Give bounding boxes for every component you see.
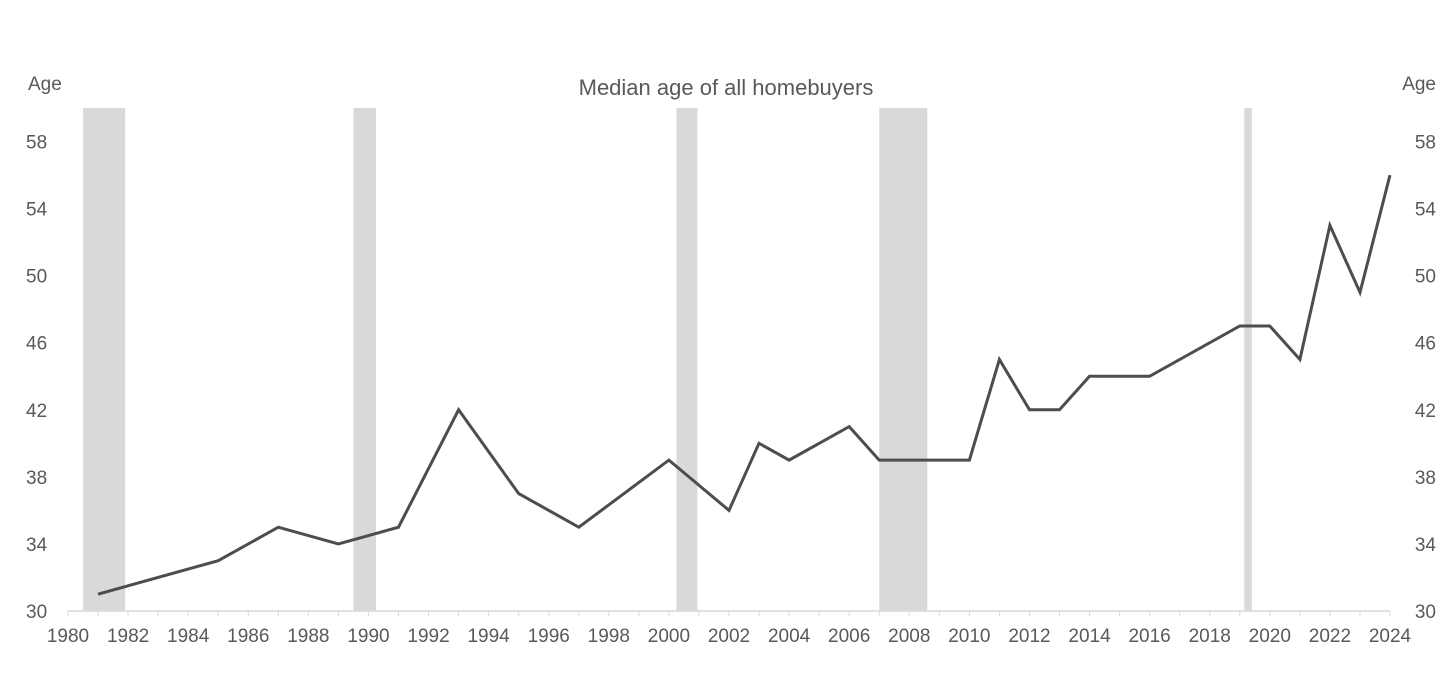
x-tick-label: 1982 (107, 626, 149, 647)
x-tick-label: 1984 (167, 626, 210, 647)
x-tick-label: 2000 (648, 626, 690, 647)
recession-band (1244, 108, 1252, 611)
x-tick-label: 2002 (708, 626, 750, 647)
y-tick-label-left: 30 (26, 602, 47, 623)
y-axis-label-left: Age (28, 74, 62, 95)
x-tick-label: 2010 (948, 626, 990, 647)
y-tick-label-right: 42 (1415, 401, 1436, 422)
x-tick-label: 1986 (227, 626, 269, 647)
y-tick-label-right: 46 (1415, 334, 1436, 355)
recession-bands (83, 108, 1252, 611)
recession-band (676, 108, 698, 611)
x-tick-label: 2004 (768, 626, 811, 647)
x-tick-label: 1980 (47, 626, 89, 647)
y-tick-label-left: 58 (26, 133, 47, 154)
y-tick-label-left: 50 (26, 267, 47, 288)
y-tick-label-left: 42 (26, 401, 47, 422)
recession-band (83, 108, 126, 611)
x-tick-label: 1998 (588, 626, 630, 647)
y-tick-label-left: 34 (26, 535, 48, 556)
y-tick-label-left: 54 (26, 200, 48, 221)
x-tick-label: 2006 (828, 626, 870, 647)
x-tick-label: 1988 (287, 626, 329, 647)
chart-title: Median age of all homebuyers (579, 75, 874, 100)
x-tick-label: 2012 (1008, 626, 1050, 647)
x-tick-label: 1992 (407, 626, 449, 647)
x-tick-label: 2022 (1309, 626, 1351, 647)
y-tick-label-left: 46 (26, 334, 47, 355)
x-tick-label: 2008 (888, 626, 930, 647)
x-tick-label: 2018 (1189, 626, 1231, 647)
y-tick-labels-right: 30 34 38 42 46 50 54 58 (1415, 133, 1437, 623)
series (97, 174, 1392, 596)
y-tick-label-right: 34 (1415, 535, 1437, 556)
y-tick-label-right: 30 (1415, 602, 1436, 623)
y-tick-label-left: 38 (26, 468, 47, 489)
y-tick-labels-left: 30 34 38 42 46 50 54 58 (26, 133, 48, 623)
x-tick-label: 2016 (1128, 626, 1170, 647)
x-tick-label: 1990 (347, 626, 389, 647)
x-tick-label: 1994 (467, 626, 510, 647)
y-axis-label-right: Age (1402, 74, 1436, 95)
y-tick-label-right: 50 (1415, 267, 1436, 288)
series-line (97, 174, 1392, 596)
x-tick-label: 2014 (1068, 626, 1111, 647)
recession-band (353, 108, 376, 611)
y-tick-label-right: 58 (1415, 133, 1436, 154)
y-tick-label-right: 54 (1415, 200, 1437, 221)
x-tick-label: 2020 (1249, 626, 1291, 647)
y-tick-label-right: 38 (1415, 468, 1436, 489)
x-tick-labels: 1980 1982 1984 1986 1988 1990 1992 1994 1996 1998… (47, 611, 1412, 647)
recession-band (879, 108, 928, 611)
x-tick-label: 2024 (1369, 626, 1412, 647)
x-tick-label: 1996 (528, 626, 570, 647)
